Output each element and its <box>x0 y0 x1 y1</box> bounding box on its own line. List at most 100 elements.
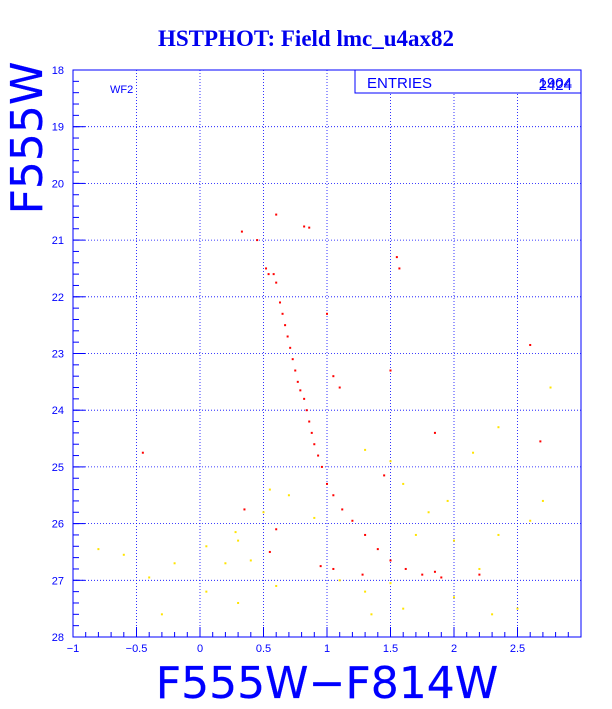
data-point <box>299 389 302 392</box>
data-point <box>237 539 240 542</box>
data-point <box>326 312 328 315</box>
data-point <box>173 562 176 565</box>
data-point <box>268 488 271 491</box>
plot-frame <box>72 69 582 638</box>
data-point <box>267 273 270 276</box>
data-point <box>364 590 367 593</box>
data-point <box>268 550 271 553</box>
y-tick-label: 28 <box>52 632 64 644</box>
data-point <box>205 590 208 593</box>
data-point <box>275 213 278 216</box>
stats-box: ENTRIES 1904 2424 <box>354 69 582 94</box>
data-point <box>319 565 322 568</box>
data-point <box>148 576 151 579</box>
data-point <box>320 465 323 468</box>
data-point <box>160 613 163 616</box>
data-point <box>256 239 259 242</box>
data-point <box>296 380 299 383</box>
data-point <box>370 613 373 616</box>
data-point <box>433 570 436 573</box>
data-point <box>338 386 341 389</box>
y-tick-label: 26 <box>52 519 64 531</box>
data-point <box>491 613 494 616</box>
data-point <box>240 230 243 233</box>
data-point <box>404 567 407 570</box>
data-point <box>265 267 268 270</box>
data-point <box>421 573 424 576</box>
x-tick-label: 1.5 <box>383 643 398 655</box>
data-point <box>275 281 278 284</box>
data-point <box>291 358 294 361</box>
data-point <box>141 451 144 454</box>
data-point <box>446 499 449 502</box>
data-point <box>313 443 316 446</box>
data-point <box>205 545 208 548</box>
data-point <box>234 531 237 534</box>
x-tick-label: −1 <box>67 643 80 655</box>
data-point <box>389 559 392 562</box>
stats-box-value-2: 2424 <box>539 77 572 94</box>
data-point <box>243 508 246 511</box>
data-point <box>389 369 392 372</box>
panel-label: WF2 <box>110 84 133 96</box>
data-point <box>313 516 316 519</box>
data-point <box>326 482 328 485</box>
data-point <box>284 324 287 327</box>
y-tick-label: 19 <box>52 122 64 134</box>
data-point <box>279 301 282 304</box>
data-point <box>332 567 335 570</box>
data-point <box>289 346 292 349</box>
data-point <box>308 420 311 423</box>
data-point <box>414 533 417 536</box>
data-point <box>351 519 354 522</box>
data-point <box>453 596 455 599</box>
data-point <box>389 582 392 585</box>
data-point <box>402 482 405 485</box>
data-point <box>478 573 481 576</box>
y-tick-label: 22 <box>52 292 64 304</box>
data-point <box>541 499 544 502</box>
data-point <box>308 226 311 229</box>
data-point <box>539 440 542 443</box>
data-point <box>395 256 398 259</box>
x-tick-label: 0 <box>197 643 203 655</box>
y-tick-label: 18 <box>52 65 64 77</box>
data-point <box>281 312 284 315</box>
data-point <box>433 431 436 434</box>
stats-box-value-1: 1904 <box>539 75 572 92</box>
data-points <box>97 213 552 616</box>
data-point <box>287 494 290 497</box>
data-point <box>275 528 278 531</box>
y-axis-title: F555W <box>2 62 53 215</box>
data-point <box>440 576 443 579</box>
data-point <box>453 539 455 542</box>
data-point <box>317 454 320 457</box>
data-point <box>402 607 405 610</box>
x-tick-label: 2 <box>451 643 457 655</box>
data-point <box>361 573 364 576</box>
data-point <box>427 511 430 514</box>
x-tick-label: 1 <box>324 643 330 655</box>
data-point <box>338 579 341 582</box>
x-tick-label: −0.5 <box>126 643 148 655</box>
data-point <box>472 451 475 454</box>
data-point <box>249 559 252 562</box>
x-tick-label: 0.5 <box>256 643 271 655</box>
data-point <box>97 548 100 551</box>
data-point <box>332 375 335 378</box>
data-point <box>286 335 289 338</box>
data-point <box>303 225 306 228</box>
y-tick-label: 20 <box>52 178 64 190</box>
data-point <box>376 548 379 551</box>
y-tick-label: 27 <box>52 575 64 587</box>
data-point <box>529 519 532 522</box>
x-tick-label: 2.5 <box>510 643 525 655</box>
x-axis-title: F555W−F814W <box>156 658 498 709</box>
axis-ticks: −1 −0.5 0 0.5 1 1.5 2 2.5 18 19 20 21 22 23 24 25 26 27 28 <box>52 65 582 655</box>
data-point <box>398 267 401 270</box>
y-tick-label: 25 <box>52 462 64 474</box>
stats-box-frame <box>354 69 582 94</box>
data-point <box>303 397 306 400</box>
data-point <box>497 426 500 429</box>
